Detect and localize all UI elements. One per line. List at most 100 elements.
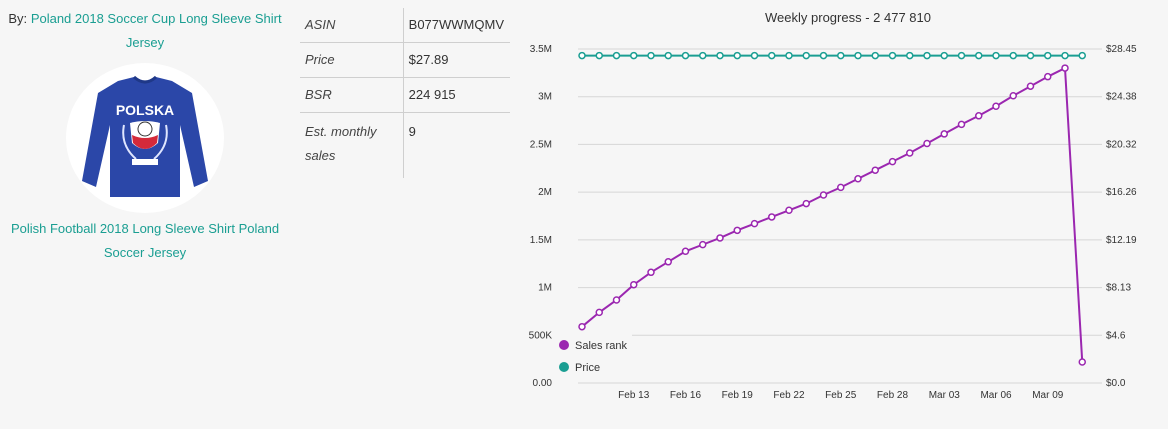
x-tick-label: Mar 09	[1032, 390, 1064, 401]
data-point[interactable]	[923, 51, 931, 60]
x-tick-label: Feb 28	[877, 390, 909, 401]
info-key: Est. monthly sales	[300, 112, 404, 178]
data-point[interactable]	[1061, 64, 1069, 72]
data-point[interactable]	[595, 51, 603, 60]
chart-svg: Weekly progress - 2 477 810 0.00 500K 1M 1.5…	[529, 10, 1137, 401]
data-point[interactable]	[940, 51, 948, 60]
data-point[interactable]	[1009, 51, 1017, 60]
data-point[interactable]	[1078, 51, 1086, 60]
data-point[interactable]	[819, 51, 828, 60]
y-left-tick-label: 2.5M	[530, 139, 552, 150]
y-left-tick-label: 3.5M	[530, 44, 552, 55]
x-tick-label: Feb 22	[773, 390, 805, 401]
data-point[interactable]	[975, 51, 983, 60]
data-point[interactable]	[630, 280, 638, 289]
data-point[interactable]	[957, 51, 966, 60]
data-point[interactable]	[940, 130, 948, 138]
weekly-progress-chart: Weekly progress - 2 477 810 0.00 500K 1M 1.5…	[520, 0, 1168, 424]
data-point[interactable]	[1026, 51, 1035, 60]
y-left-tick-label: 1M	[538, 283, 552, 294]
data-point[interactable]	[871, 166, 879, 174]
data-point[interactable]	[802, 51, 810, 60]
data-point[interactable]	[888, 51, 897, 60]
y-left-tick-label: 1.5M	[530, 235, 552, 246]
data-point[interactable]	[578, 322, 586, 331]
data-point[interactable]	[906, 149, 914, 157]
data-point[interactable]	[1026, 82, 1035, 90]
data-point[interactable]	[595, 308, 603, 317]
data-point[interactable]	[664, 51, 672, 60]
legend-label[interactable]: Sales rank	[575, 340, 627, 352]
data-point[interactable]	[1044, 51, 1052, 60]
data-point[interactable]	[975, 112, 983, 120]
byline: By: Poland 2018 Soccer Cup Long Sleeve S…	[0, 0, 290, 55]
data-point[interactable]	[647, 268, 655, 277]
data-point[interactable]	[612, 51, 621, 60]
info-row-monthly-sales: Est. monthly sales 9	[300, 112, 510, 178]
info-value: 224 915	[403, 77, 510, 113]
data-point[interactable]	[612, 296, 621, 304]
data-point[interactable]	[837, 51, 845, 60]
y-left-tick-label: 3M	[538, 92, 552, 103]
data-point[interactable]	[992, 102, 1000, 111]
info-row-price: Price $27.89	[300, 42, 510, 78]
y-left-tick-label: 500K	[529, 330, 553, 341]
by-label: By:	[8, 11, 28, 26]
data-point[interactable]	[716, 234, 724, 242]
legend-swatch	[559, 340, 569, 350]
data-point[interactable]	[733, 226, 741, 235]
data-point[interactable]	[785, 206, 793, 215]
data-point[interactable]	[750, 219, 759, 228]
data-point[interactable]	[630, 51, 638, 60]
legend-box	[556, 333, 632, 377]
data-point[interactable]	[957, 120, 966, 129]
data-point[interactable]	[768, 51, 776, 60]
data-point[interactable]	[1044, 72, 1052, 81]
data-point[interactable]	[802, 199, 810, 208]
info-value: 9	[408, 124, 416, 139]
data-point[interactable]	[906, 51, 914, 60]
data-point[interactable]	[992, 51, 1000, 60]
data-point[interactable]	[733, 51, 741, 60]
data-point[interactable]	[681, 247, 690, 256]
data-point[interactable]	[819, 191, 828, 199]
y-right-tick-label: $28.45	[1106, 44, 1137, 55]
info-value: B077WWMQMV	[403, 8, 510, 43]
legend-label[interactable]: Price	[575, 362, 600, 374]
data-point[interactable]	[768, 213, 776, 221]
data-point[interactable]	[871, 51, 879, 60]
x-tick-label: Feb 16	[670, 390, 702, 401]
data-point[interactable]	[716, 51, 724, 60]
data-point[interactable]	[837, 183, 845, 192]
data-point[interactable]	[578, 51, 586, 60]
y-right-tick-label: $4.6	[1106, 330, 1126, 341]
data-point[interactable]	[647, 51, 655, 60]
info-row-bsr: BSR 224 915	[300, 77, 510, 113]
data-point[interactable]	[854, 51, 862, 60]
data-point[interactable]	[1061, 51, 1069, 60]
y-right-tick-label: $16.26	[1106, 187, 1137, 198]
info-value: $27.89	[403, 42, 510, 78]
data-point[interactable]	[681, 51, 690, 60]
legend-swatch	[559, 362, 569, 372]
data-point[interactable]	[923, 139, 931, 148]
y-right-tick-label: $0.0	[1106, 378, 1126, 389]
y-right-tick-label: $24.38	[1106, 92, 1137, 103]
y-left-tick-label: 2M	[538, 187, 552, 198]
data-point[interactable]	[664, 258, 672, 266]
data-point[interactable]	[854, 175, 862, 183]
shirt-image-icon: POLSKA	[82, 75, 208, 197]
data-point[interactable]	[888, 157, 897, 166]
data-point[interactable]	[699, 51, 707, 60]
product-info-table: ASIN B077WWMQMV Price $27.89 BSR 224 915…	[300, 8, 510, 178]
product-image[interactable]: POLSKA	[66, 63, 224, 213]
data-point[interactable]	[1078, 358, 1086, 366]
data-point[interactable]	[750, 51, 759, 60]
x-tick-label: Mar 06	[980, 390, 1012, 401]
data-point[interactable]	[785, 51, 793, 60]
data-point[interactable]	[1009, 92, 1017, 100]
product-title-link[interactable]: Polish Football 2018 Long Sleeve Shirt P…	[10, 221, 280, 260]
data-point[interactable]	[699, 240, 707, 249]
brand-link[interactable]: Poland 2018 Soccer Cup Long Sleeve Shirt…	[30, 11, 282, 50]
x-tick-label: Mar 03	[929, 390, 961, 401]
